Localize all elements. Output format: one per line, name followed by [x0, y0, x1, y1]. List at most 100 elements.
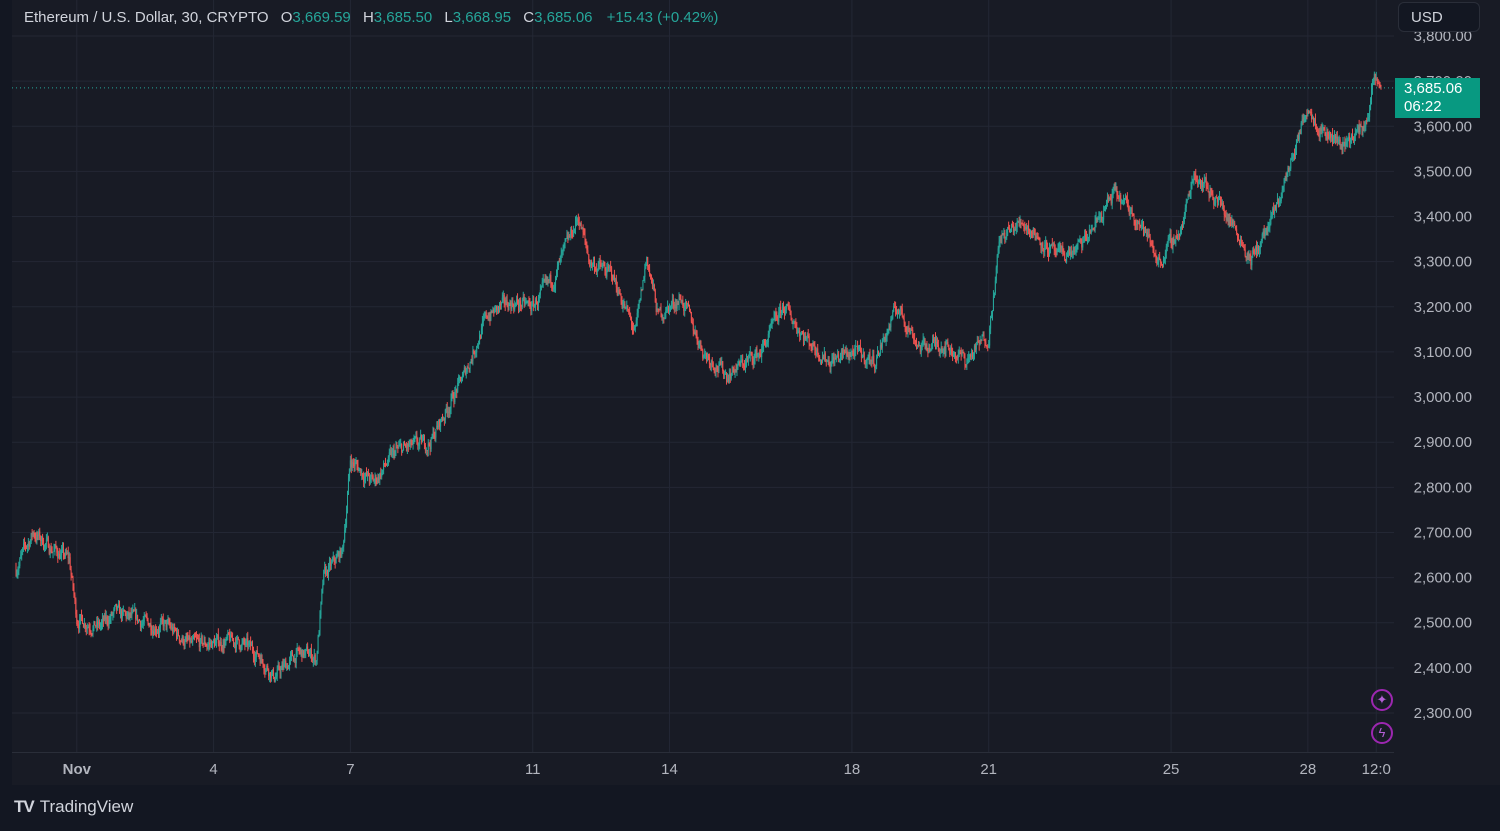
- candle-body: [746, 359, 748, 361]
- candle-body: [555, 270, 557, 277]
- candle-body: [781, 310, 783, 314]
- candle-body: [412, 440, 414, 445]
- candle-body: [224, 643, 226, 648]
- candle-body: [1202, 183, 1204, 188]
- candle-body: [1195, 174, 1197, 182]
- candle-body: [356, 462, 358, 465]
- candle-body: [403, 444, 405, 450]
- candle-body: [584, 233, 586, 239]
- candle-body: [423, 437, 425, 441]
- candle-body: [45, 539, 47, 544]
- candle-body: [186, 637, 188, 639]
- candle-body: [1105, 202, 1107, 206]
- candle-body: [818, 355, 820, 357]
- price-axis[interactable]: [1394, 0, 1500, 785]
- candle-body: [332, 556, 334, 561]
- currency-button[interactable]: USD: [1398, 2, 1480, 32]
- candle-body: [1019, 220, 1021, 224]
- candle-body: [282, 664, 284, 668]
- candle-body: [1067, 248, 1069, 255]
- candle-body: [922, 339, 924, 345]
- candle-body: [767, 333, 769, 343]
- candle-body: [807, 335, 809, 337]
- candle-body: [650, 276, 652, 279]
- candle-body: [308, 653, 310, 657]
- candle-body: [1164, 252, 1166, 260]
- candle-body: [689, 311, 691, 313]
- candle-body: [545, 277, 547, 281]
- candle-body: [605, 270, 607, 277]
- candle-body: [1156, 257, 1158, 264]
- candlestick-chart[interactable]: 3,800.003,700.003,600.003,500.003,400.00…: [0, 0, 1500, 785]
- candle-body: [912, 329, 914, 338]
- candle-body: [1029, 231, 1031, 235]
- candle-body: [803, 336, 805, 341]
- candle-body: [323, 569, 325, 585]
- candle-body: [27, 542, 29, 546]
- candle-body: [983, 334, 985, 341]
- candle-body: [743, 364, 745, 366]
- candle-body: [1204, 177, 1206, 181]
- symbol-title[interactable]: Ethereum / U.S. Dollar, 30, CRYPTO: [24, 9, 269, 26]
- candle-body: [1260, 240, 1262, 243]
- candle-body: [181, 636, 183, 642]
- candle-body: [597, 263, 599, 270]
- candle-body: [667, 305, 669, 307]
- candle-body: [961, 352, 963, 355]
- candle-body: [1173, 238, 1175, 244]
- candle-body: [630, 314, 632, 319]
- candle-body: [1116, 186, 1118, 196]
- candle-body: [1203, 180, 1205, 184]
- candle-body: [336, 555, 338, 559]
- candle-body: [1244, 249, 1246, 256]
- candle-body: [288, 665, 290, 670]
- price-tick-label: 3,500.00: [1414, 163, 1472, 180]
- candle-body: [523, 296, 525, 303]
- candle-body: [978, 342, 980, 345]
- candle-body: [1374, 73, 1376, 80]
- time-axis[interactable]: [12, 752, 1394, 785]
- candle-body: [123, 609, 125, 612]
- candle-body: [354, 463, 356, 467]
- candle-body: [989, 328, 991, 346]
- candle-body: [464, 367, 466, 374]
- candle-body: [1339, 139, 1341, 145]
- candle-body: [1251, 255, 1253, 266]
- candle-body: [202, 643, 204, 645]
- candle-body: [932, 339, 934, 344]
- candle-body: [629, 312, 631, 315]
- candle-body: [1136, 220, 1138, 225]
- candle-body: [716, 366, 718, 369]
- candle-body: [187, 638, 189, 640]
- candle-body: [426, 450, 428, 452]
- candle-body: [708, 357, 710, 364]
- candle-body: [180, 641, 182, 643]
- candle-body: [367, 471, 369, 477]
- candle-body: [265, 669, 267, 673]
- candle-body: [217, 634, 219, 644]
- candle-body: [1122, 201, 1124, 203]
- sparkle-icon[interactable]: ✦: [1371, 689, 1393, 711]
- plot-area[interactable]: [12, 0, 1394, 785]
- candle-body: [369, 476, 371, 482]
- candle-body: [1098, 217, 1100, 219]
- candle-body: [599, 261, 601, 264]
- candle-body: [1095, 217, 1097, 222]
- candle-body: [797, 331, 799, 334]
- candle-body: [483, 316, 485, 318]
- candle-body: [445, 407, 447, 410]
- brand[interactable]: TV TradingView: [14, 797, 133, 817]
- candle-body: [360, 468, 362, 475]
- high-label: H: [362, 9, 374, 26]
- candle-body: [552, 285, 554, 289]
- candle-body: [623, 303, 625, 307]
- candle-body: [312, 659, 314, 661]
- candle-body: [851, 350, 853, 355]
- candle-body: [1262, 231, 1264, 234]
- candle-body: [67, 552, 69, 559]
- candle-body: [730, 375, 732, 379]
- candle-body: [637, 307, 639, 313]
- lightning-icon[interactable]: ϟ: [1371, 722, 1393, 744]
- candle-body: [1320, 127, 1322, 132]
- symbol-legend[interactable]: Ethereum / U.S. Dollar, 30, CRYPTO O3,66…: [24, 9, 718, 26]
